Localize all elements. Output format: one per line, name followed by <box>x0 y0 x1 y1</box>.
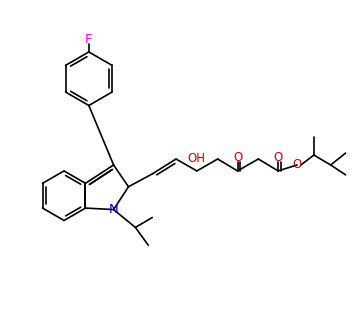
Text: O: O <box>273 150 283 164</box>
Text: O: O <box>292 158 302 172</box>
Text: F: F <box>85 33 92 45</box>
Text: OH: OH <box>188 152 206 165</box>
Text: O: O <box>233 150 242 164</box>
Text: N: N <box>109 203 118 216</box>
